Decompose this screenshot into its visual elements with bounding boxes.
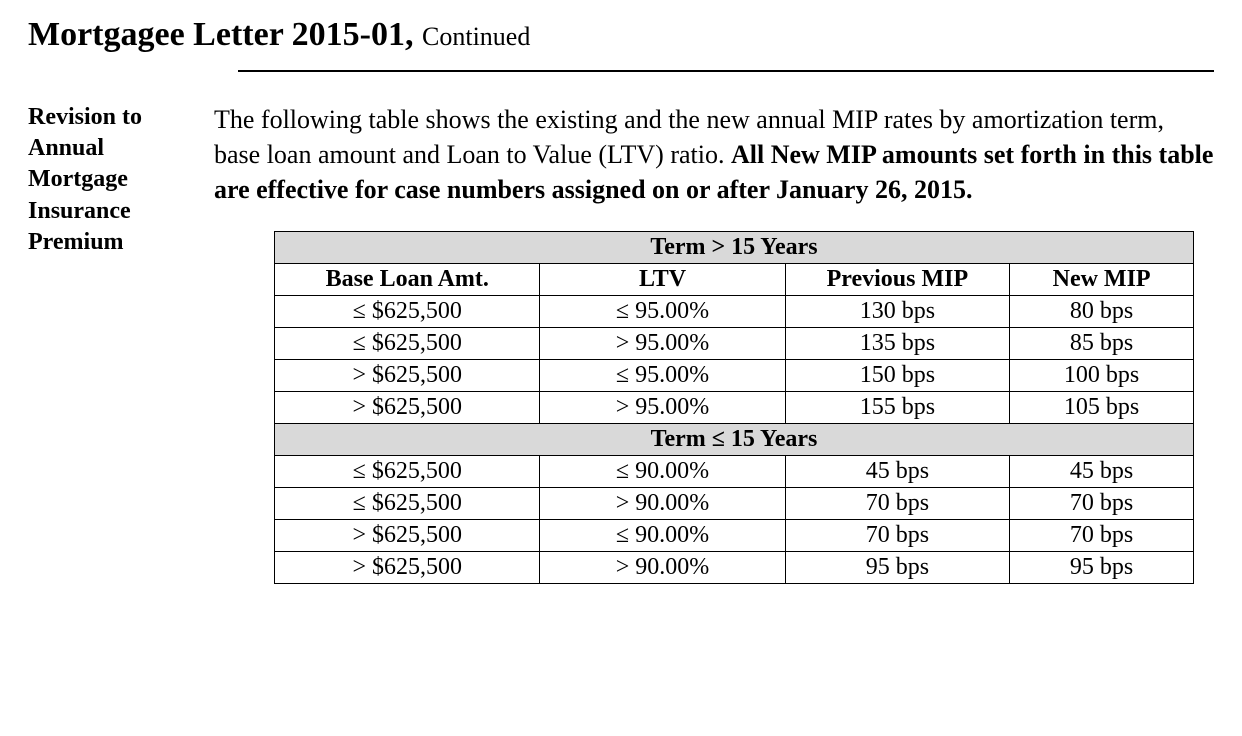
table-row: ≤ $625,500 > 95.00% 135 bps 85 bps: [275, 328, 1194, 360]
table-row: ≤ $625,500 > 90.00% 70 bps 70 bps: [275, 488, 1194, 520]
term-header-gt15: Term > 15 Years: [275, 232, 1194, 264]
cell-new-mip: 45 bps: [1010, 456, 1194, 488]
cell-ltv: > 90.00%: [540, 552, 785, 584]
section-heading: Revision to Annual Mortgage Insurance Pr…: [28, 102, 198, 258]
horizontal-rule: [238, 70, 1214, 72]
page-title-main: Mortgagee Letter 2015-01,: [28, 16, 414, 53]
cell-base-loan: ≤ $625,500: [275, 456, 540, 488]
table-row: > $625,500 ≤ 90.00% 70 bps 70 bps: [275, 520, 1194, 552]
col-header-new-mip: New MIP: [1010, 264, 1194, 296]
cell-ltv: > 90.00%: [540, 488, 785, 520]
cell-base-loan: > $625,500: [275, 360, 540, 392]
cell-prev-mip: 45 bps: [785, 456, 1010, 488]
cell-new-mip: 85 bps: [1010, 328, 1194, 360]
cell-ltv: > 95.00%: [540, 328, 785, 360]
cell-base-loan: > $625,500: [275, 392, 540, 424]
table-row: ≤ $625,500 ≤ 90.00% 45 bps 45 bps: [275, 456, 1194, 488]
table-row: > $625,500 > 90.00% 95 bps 95 bps: [275, 552, 1194, 584]
cell-base-loan: ≤ $625,500: [275, 488, 540, 520]
cell-new-mip: 100 bps: [1010, 360, 1194, 392]
cell-prev-mip: 150 bps: [785, 360, 1010, 392]
content-columns: Revision to Annual Mortgage Insurance Pr…: [28, 102, 1214, 584]
cell-ltv: ≤ 95.00%: [540, 360, 785, 392]
cell-prev-mip: 155 bps: [785, 392, 1010, 424]
cell-ltv: > 95.00%: [540, 392, 785, 424]
cell-ltv: ≤ 95.00%: [540, 296, 785, 328]
cell-new-mip: 70 bps: [1010, 488, 1194, 520]
cell-ltv: ≤ 90.00%: [540, 520, 785, 552]
cell-prev-mip: 135 bps: [785, 328, 1010, 360]
page-title-continued: Continued: [422, 22, 530, 51]
mip-rate-table: Term > 15 Years Base Loan Amt. LTV Previ…: [274, 231, 1194, 584]
table-row: > $625,500 ≤ 95.00% 150 bps 100 bps: [275, 360, 1194, 392]
col-header-ltv: LTV: [540, 264, 785, 296]
cell-base-loan: > $625,500: [275, 520, 540, 552]
section-heading-sidebar: Revision to Annual Mortgage Insurance Pr…: [28, 102, 214, 258]
col-header-base-loan: Base Loan Amt.: [275, 264, 540, 296]
cell-prev-mip: 70 bps: [785, 488, 1010, 520]
section-body: The following table shows the existing a…: [214, 102, 1214, 584]
cell-prev-mip: 95 bps: [785, 552, 1010, 584]
cell-base-loan: ≤ $625,500: [275, 296, 540, 328]
table-row: ≤ $625,500 ≤ 95.00% 130 bps 80 bps: [275, 296, 1194, 328]
mip-table-container: Term > 15 Years Base Loan Amt. LTV Previ…: [214, 231, 1214, 584]
cell-base-loan: > $625,500: [275, 552, 540, 584]
page-title: Mortgagee Letter 2015-01, Continued: [28, 16, 1214, 54]
term-header-row: Term ≤ 15 Years: [275, 424, 1194, 456]
term-header-row: Term > 15 Years: [275, 232, 1194, 264]
cell-new-mip: 95 bps: [1010, 552, 1194, 584]
term-header-le15: Term ≤ 15 Years: [275, 424, 1194, 456]
cell-prev-mip: 130 bps: [785, 296, 1010, 328]
intro-paragraph: The following table shows the existing a…: [214, 102, 1214, 207]
column-header-row: Base Loan Amt. LTV Previous MIP New MIP: [275, 264, 1194, 296]
cell-new-mip: 70 bps: [1010, 520, 1194, 552]
cell-prev-mip: 70 bps: [785, 520, 1010, 552]
col-header-prev-mip: Previous MIP: [785, 264, 1010, 296]
cell-base-loan: ≤ $625,500: [275, 328, 540, 360]
document-page: Mortgagee Letter 2015-01, Continued Revi…: [0, 0, 1242, 612]
cell-new-mip: 105 bps: [1010, 392, 1194, 424]
table-row: > $625,500 > 95.00% 155 bps 105 bps: [275, 392, 1194, 424]
cell-new-mip: 80 bps: [1010, 296, 1194, 328]
cell-ltv: ≤ 90.00%: [540, 456, 785, 488]
